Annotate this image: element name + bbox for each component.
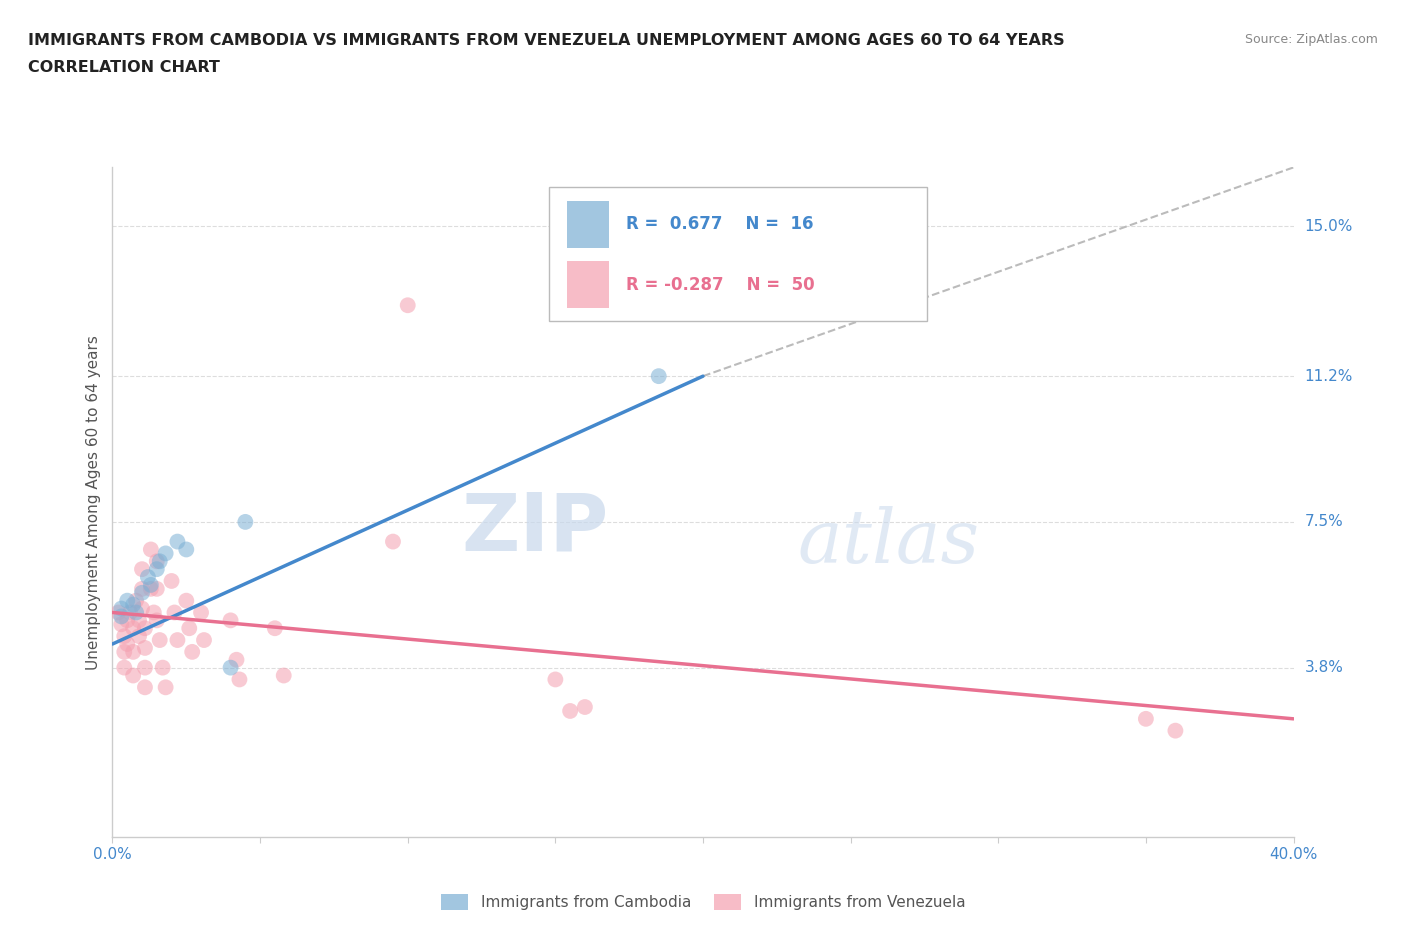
Point (174, 593, 197, 608)
Point (225, 652, 247, 667)
Point (146, 554, 169, 569)
Point (139, 542, 162, 557)
Point (110, 617, 132, 631)
Point (117, 613, 138, 628)
Point (136, 569, 159, 584)
Point (134, 660, 156, 675)
Point (166, 534, 188, 549)
Point (160, 574, 183, 589)
FancyBboxPatch shape (567, 201, 609, 247)
Point (558, 703, 582, 718)
Point (110, 609, 132, 624)
Point (122, 668, 145, 683)
FancyBboxPatch shape (550, 188, 928, 322)
Point (134, 641, 156, 656)
Point (131, 601, 153, 616)
Point (110, 601, 132, 616)
Legend: Immigrants from Cambodia, Immigrants from Venezuela: Immigrants from Cambodia, Immigrants fro… (434, 888, 972, 916)
Point (125, 593, 148, 608)
Point (139, 581, 162, 596)
Point (122, 597, 145, 612)
Point (120, 605, 142, 620)
Point (117, 593, 138, 608)
Point (190, 605, 212, 620)
Point (117, 636, 138, 651)
Y-axis label: Unemployment Among Ages 60 to 64 years: Unemployment Among Ages 60 to 64 years (86, 335, 101, 670)
Point (107, 605, 129, 620)
Point (544, 672, 567, 687)
Text: 11.2%: 11.2% (1305, 368, 1353, 384)
Text: ZIP: ZIP (461, 490, 609, 568)
Text: 7.5%: 7.5% (1305, 514, 1343, 529)
Point (1164, 724, 1187, 738)
Point (174, 542, 197, 557)
Text: 15.0%: 15.0% (1305, 219, 1353, 234)
Point (233, 514, 256, 529)
Point (112, 629, 135, 644)
Point (122, 621, 145, 636)
Point (382, 534, 405, 549)
Point (139, 578, 162, 592)
Point (112, 660, 135, 675)
Text: 3.8%: 3.8% (1305, 660, 1344, 675)
Point (163, 605, 186, 620)
Point (134, 621, 156, 636)
Point (146, 562, 169, 577)
Point (134, 680, 156, 695)
Point (574, 699, 596, 714)
Text: CORRELATION CHART: CORRELATION CHART (28, 60, 219, 75)
Point (128, 613, 150, 628)
Text: R =  0.677    N =  16: R = 0.677 N = 16 (626, 216, 814, 233)
FancyBboxPatch shape (567, 261, 609, 308)
Point (149, 632, 172, 647)
Point (228, 672, 250, 687)
Point (142, 605, 165, 620)
Point (166, 632, 188, 647)
Point (128, 629, 150, 644)
Point (131, 581, 153, 596)
Point (146, 581, 169, 596)
Point (155, 546, 177, 561)
Text: R = -0.287    N =  50: R = -0.287 N = 50 (626, 275, 815, 294)
Point (219, 613, 242, 628)
Point (647, 368, 671, 383)
Point (193, 632, 215, 647)
Point (264, 621, 287, 636)
Point (181, 644, 204, 659)
Point (396, 298, 419, 312)
Point (131, 562, 153, 577)
Point (149, 554, 172, 569)
Point (179, 621, 201, 636)
Point (219, 660, 242, 675)
Text: Source: ZipAtlas.com: Source: ZipAtlas.com (1244, 33, 1378, 46)
Point (1135, 711, 1157, 726)
Point (125, 605, 148, 620)
Text: atlas: atlas (797, 506, 980, 578)
Point (146, 613, 169, 628)
Point (122, 644, 145, 659)
Text: IMMIGRANTS FROM CAMBODIA VS IMMIGRANTS FROM VENEZUELA UNEMPLOYMENT AMONG AGES 60: IMMIGRANTS FROM CAMBODIA VS IMMIGRANTS F… (28, 33, 1064, 47)
Point (152, 660, 174, 675)
Point (131, 585, 153, 600)
Point (155, 680, 177, 695)
Point (273, 668, 295, 683)
Point (112, 644, 135, 659)
